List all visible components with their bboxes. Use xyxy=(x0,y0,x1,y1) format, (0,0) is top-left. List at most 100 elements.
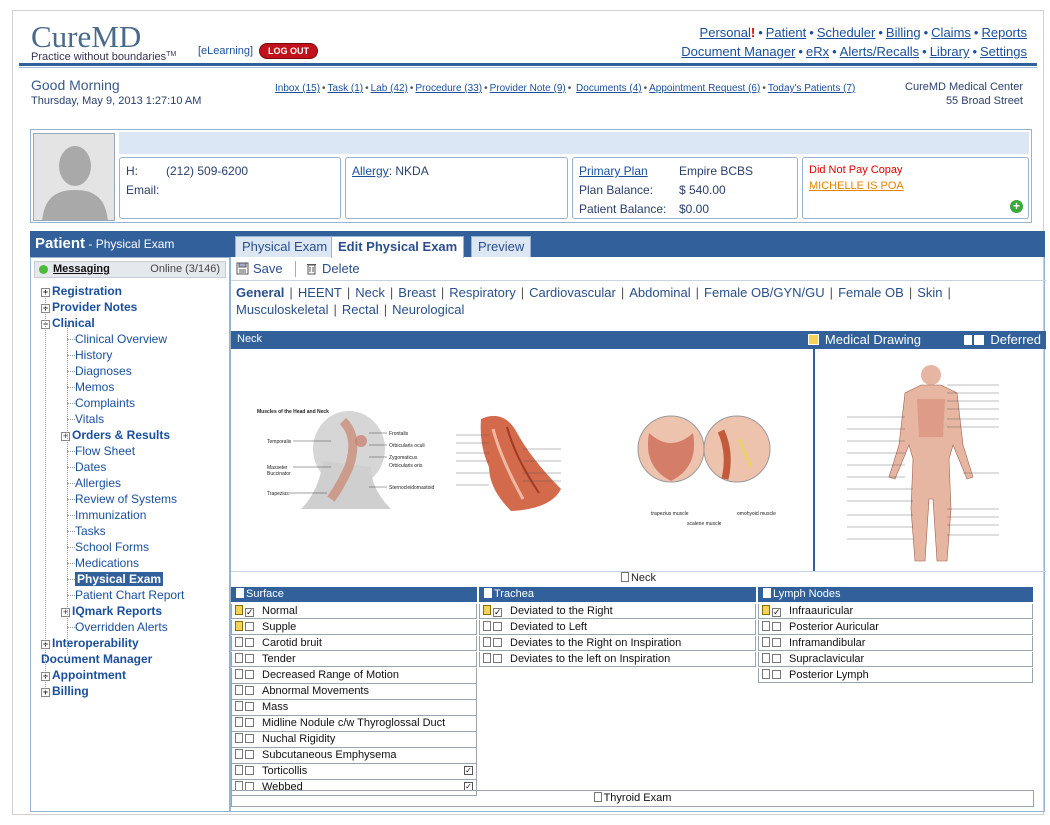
finding-row[interactable]: Decreased Range of Motion xyxy=(231,668,477,684)
finding-checkbox[interactable] xyxy=(245,702,254,711)
tree-item-iqmark-reports[interactable]: + IQmark Reports xyxy=(61,603,162,619)
tree-item-school-forms[interactable]: School Forms xyxy=(75,539,149,555)
finding-row[interactable]: Deviated to Left xyxy=(479,620,756,635)
note-icon[interactable] xyxy=(762,621,770,631)
note-icon[interactable] xyxy=(763,588,771,598)
nav-personal[interactable]: Personal xyxy=(699,25,751,40)
section-female-ob[interactable]: Female OB xyxy=(838,285,904,300)
avatar[interactable] xyxy=(33,133,115,221)
procedure-link[interactable]: Procedure (33) xyxy=(415,83,483,94)
tree-item-billing[interactable]: + Billing xyxy=(41,683,89,699)
tab-preview[interactable]: Preview xyxy=(471,236,532,257)
note-icon[interactable] xyxy=(762,653,770,663)
note-icon[interactable] xyxy=(483,653,491,663)
task-link[interactable]: Task (1) xyxy=(327,83,364,94)
nav-alerts-recalls[interactable]: Alerts/Recalls xyxy=(839,44,920,59)
finding-row[interactable]: Nuchal Rigidity xyxy=(231,732,477,748)
nav-settings[interactable]: Settings xyxy=(980,44,1027,59)
nav-erx[interactable]: eRx xyxy=(805,44,830,59)
finding-checkbox[interactable] xyxy=(493,654,502,663)
elearning-link[interactable]: [eLearning] xyxy=(198,45,254,57)
finding-checkbox[interactable] xyxy=(772,670,781,679)
documents-link[interactable]: Documents (4) xyxy=(576,83,642,94)
allergy-link[interactable]: Allergy xyxy=(352,164,389,178)
tree-item-allergies[interactable]: Allergies xyxy=(75,475,121,491)
note-icon[interactable] xyxy=(235,669,243,679)
tree-item-patient-chart-report[interactable]: Patient Chart Report xyxy=(75,587,184,603)
tab-physical-exam[interactable]: Physical Exam xyxy=(235,236,335,257)
section-female-ob-gyn-gu[interactable]: Female OB/GYN/GU xyxy=(704,285,825,300)
tree-item-overridden-alerts[interactable]: Overridden Alerts xyxy=(75,619,168,635)
note-icon[interactable] xyxy=(235,605,243,615)
note-icon[interactable] xyxy=(762,669,770,679)
finding-checkbox[interactable]: ✓ xyxy=(772,607,781,617)
section-musculoskeletal[interactable]: Musculoskeletal xyxy=(236,302,329,317)
finding-row[interactable]: Posterior Lymph xyxy=(758,668,1033,683)
expand-icon[interactable]: + xyxy=(61,607,70,617)
tree-item-appointment[interactable]: + Appointment xyxy=(41,667,126,683)
nav-patient[interactable]: Patient xyxy=(765,25,807,40)
tree-item-immunization[interactable]: Immunization xyxy=(75,507,146,523)
tree-item-provider-notes[interactable]: + Provider Notes xyxy=(41,299,137,315)
curemd-logo[interactable]: CureMD Practice without boundariesTM xyxy=(31,19,176,63)
note-icon[interactable] xyxy=(235,717,243,727)
tree-item-complaints[interactable]: Complaints xyxy=(75,395,135,411)
tree-item-interoperability[interactable]: + Interoperability xyxy=(41,635,139,651)
add-alert-icon[interactable]: + xyxy=(1010,200,1023,213)
section-general[interactable]: General xyxy=(236,285,285,300)
tree-item-memos[interactable]: Memos xyxy=(75,379,114,395)
todays-patients-link[interactable]: Today's Patients (7) xyxy=(767,83,856,94)
finding-checkbox[interactable] xyxy=(493,622,502,631)
finding-checkbox[interactable] xyxy=(245,734,254,743)
section-heent[interactable]: HEENT xyxy=(297,285,342,300)
nav-scheduler[interactable]: Scheduler xyxy=(816,25,876,40)
note-icon[interactable] xyxy=(236,588,244,598)
note-icon[interactable] xyxy=(762,637,770,647)
finding-row[interactable]: Subcutaneous Emphysema xyxy=(231,748,477,764)
finding-checkbox[interactable]: ✓ xyxy=(493,607,502,617)
save-button[interactable]: Save xyxy=(236,261,283,276)
full-body-drawing[interactable] xyxy=(817,349,1045,571)
tree-item-physical-exam[interactable]: Physical Exam xyxy=(75,571,164,587)
section-rectal[interactable]: Rectal xyxy=(341,302,379,317)
deferred-toggle[interactable]: Deferred xyxy=(964,332,1041,347)
tree-item-registration[interactable]: + Registration xyxy=(41,283,122,299)
tree-item-history[interactable]: History xyxy=(75,347,112,363)
tree-item-review-of-systems[interactable]: Review of Systems xyxy=(75,491,177,507)
finding-checkbox[interactable] xyxy=(245,766,254,775)
note-icon[interactable] xyxy=(235,733,243,743)
finding-row[interactable]: Deviates to the left on Inspiration xyxy=(479,652,756,667)
finding-checkbox[interactable] xyxy=(245,718,254,727)
tree-item-flow-sheet[interactable]: Flow Sheet xyxy=(75,443,135,459)
tree-item-medications[interactable]: Medications xyxy=(75,555,139,571)
section-respiratory[interactable]: Respiratory xyxy=(449,285,516,300)
finding-row[interactable]: Deviates to the Right on Inspiration xyxy=(479,636,756,651)
finding-row[interactable]: Carotid bruit xyxy=(231,636,477,651)
note-icon[interactable] xyxy=(762,605,770,615)
nav-library[interactable]: Library xyxy=(929,44,970,59)
tree-item-dates[interactable]: Dates xyxy=(75,459,106,475)
finding-row[interactable]: ✓ Normal xyxy=(231,604,477,619)
tree-item-document-manager[interactable]: Document Manager xyxy=(41,651,152,667)
tree-item-diagnoses[interactable]: Diagnoses xyxy=(75,363,132,379)
nav-claims[interactable]: Claims xyxy=(931,25,971,40)
thyroid-exam-bar[interactable]: Thyroid Exam xyxy=(231,790,1034,807)
provider-note-link[interactable]: Provider Note (9) xyxy=(489,83,566,94)
tree-item-tasks[interactable]: Tasks xyxy=(75,523,106,539)
note-icon[interactable] xyxy=(483,637,491,647)
expand-icon[interactable]: + xyxy=(61,431,70,441)
section-neck[interactable]: Neck xyxy=(355,285,385,300)
finding-row[interactable]: ✓ Deviated to the Right xyxy=(479,604,756,619)
note-icon[interactable] xyxy=(235,701,243,711)
finding-checkbox[interactable] xyxy=(245,638,254,647)
note-icon[interactable] xyxy=(483,621,491,631)
section-breast[interactable]: Breast xyxy=(398,285,436,300)
finding-row[interactable]: Tender xyxy=(231,652,477,667)
finding-checkbox[interactable] xyxy=(245,622,254,631)
nav-reports[interactable]: Reports xyxy=(981,25,1027,40)
tree-item-vitals[interactable]: Vitals xyxy=(75,411,104,427)
messaging-link[interactable]: Messaging xyxy=(53,263,110,275)
finding-row[interactable]: Midline Nodule c/w Thyroglossal Duct xyxy=(231,716,477,732)
section-neurological[interactable]: Neurological xyxy=(392,302,465,317)
finding-row[interactable]: Torticollis ✓ xyxy=(231,764,477,780)
